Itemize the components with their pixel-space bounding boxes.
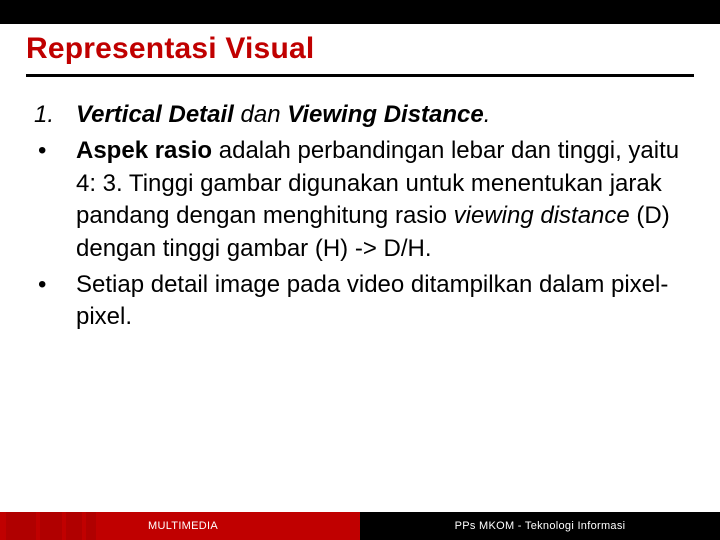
footer-left-label: MULTIMEDIA (148, 520, 218, 532)
footer-band (66, 512, 82, 540)
numbered-heading-row: 1. Vertical Detail dan Viewing Distance. (34, 99, 686, 131)
slide-title: Representasi Visual (26, 32, 694, 66)
footer-left: MULTIMEDIA (0, 512, 360, 540)
heading-text: Vertical Detail dan Viewing Distance. (76, 99, 686, 131)
bullet-row-1: • Aspek rasio adalah perbandingan lebar … (34, 135, 686, 265)
b1-part-1: Aspek rasio (76, 137, 212, 164)
bullet-text-2: Setiap detail image pada video ditampilk… (76, 269, 686, 334)
b1-part-3: viewing distance (454, 202, 630, 229)
bullet-char-2: • (34, 269, 76, 301)
heading-part-1: Vertical Detail (76, 101, 234, 128)
footer-band (40, 512, 62, 540)
footer-band (6, 512, 36, 540)
bullet-row-2: • Setiap detail image pada video ditampi… (34, 269, 686, 334)
slide: Representasi Visual 1. Vertical Detail d… (0, 0, 720, 540)
footer-band (86, 512, 96, 540)
footer-right-label: PPs MKOM - Teknologi Informasi (455, 520, 626, 532)
bullet-char-1: • (34, 135, 76, 167)
footer-right: PPs MKOM - Teknologi Informasi (360, 512, 720, 540)
heading-part-3: Viewing Distance (287, 101, 484, 128)
heading-part-2: dan (234, 101, 287, 128)
bullet-text-1: Aspek rasio adalah perbandingan lebar da… (76, 135, 686, 265)
footer-bands (0, 512, 96, 540)
title-block: Representasi Visual (0, 24, 720, 72)
body: 1. Vertical Detail dan Viewing Distance.… (0, 77, 720, 540)
top-strip (0, 0, 720, 24)
list-number: 1. (34, 99, 76, 131)
footer: MULTIMEDIA PPs MKOM - Teknologi Informas… (0, 512, 720, 540)
heading-part-4: . (484, 101, 491, 128)
